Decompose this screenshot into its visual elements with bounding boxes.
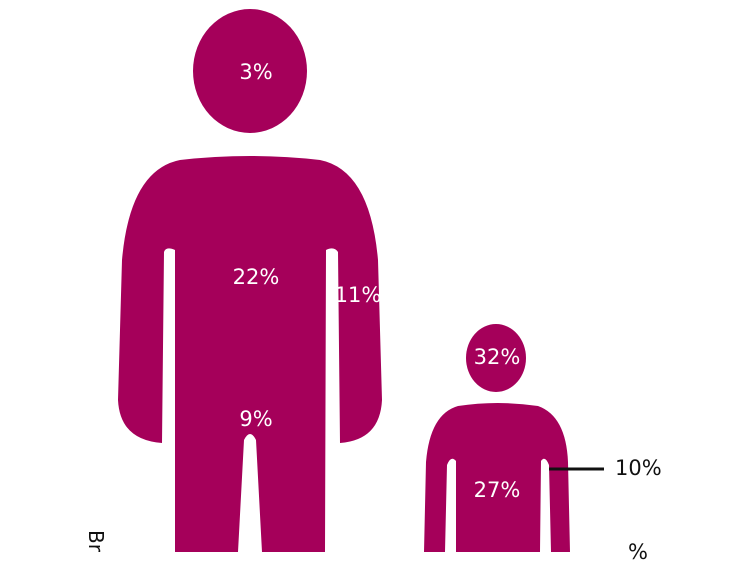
side-label: Br bbox=[84, 530, 108, 552]
child-head bbox=[466, 324, 526, 392]
adult-torso-label: 22% bbox=[232, 265, 280, 289]
adult-body bbox=[118, 156, 382, 552]
adult-legs-label: 9% bbox=[239, 407, 273, 431]
child-body bbox=[424, 403, 570, 552]
child-arm-label: 10% bbox=[615, 456, 662, 480]
adult-head bbox=[193, 9, 307, 133]
child-head-label: 32% bbox=[473, 345, 521, 369]
adult-head-label: 3% bbox=[239, 60, 273, 84]
adult-arm-label: 11% bbox=[334, 283, 382, 307]
figures-graphic bbox=[118, 9, 604, 552]
child-torso-label: 27% bbox=[473, 478, 521, 502]
child-partial-label: % bbox=[628, 540, 648, 564]
